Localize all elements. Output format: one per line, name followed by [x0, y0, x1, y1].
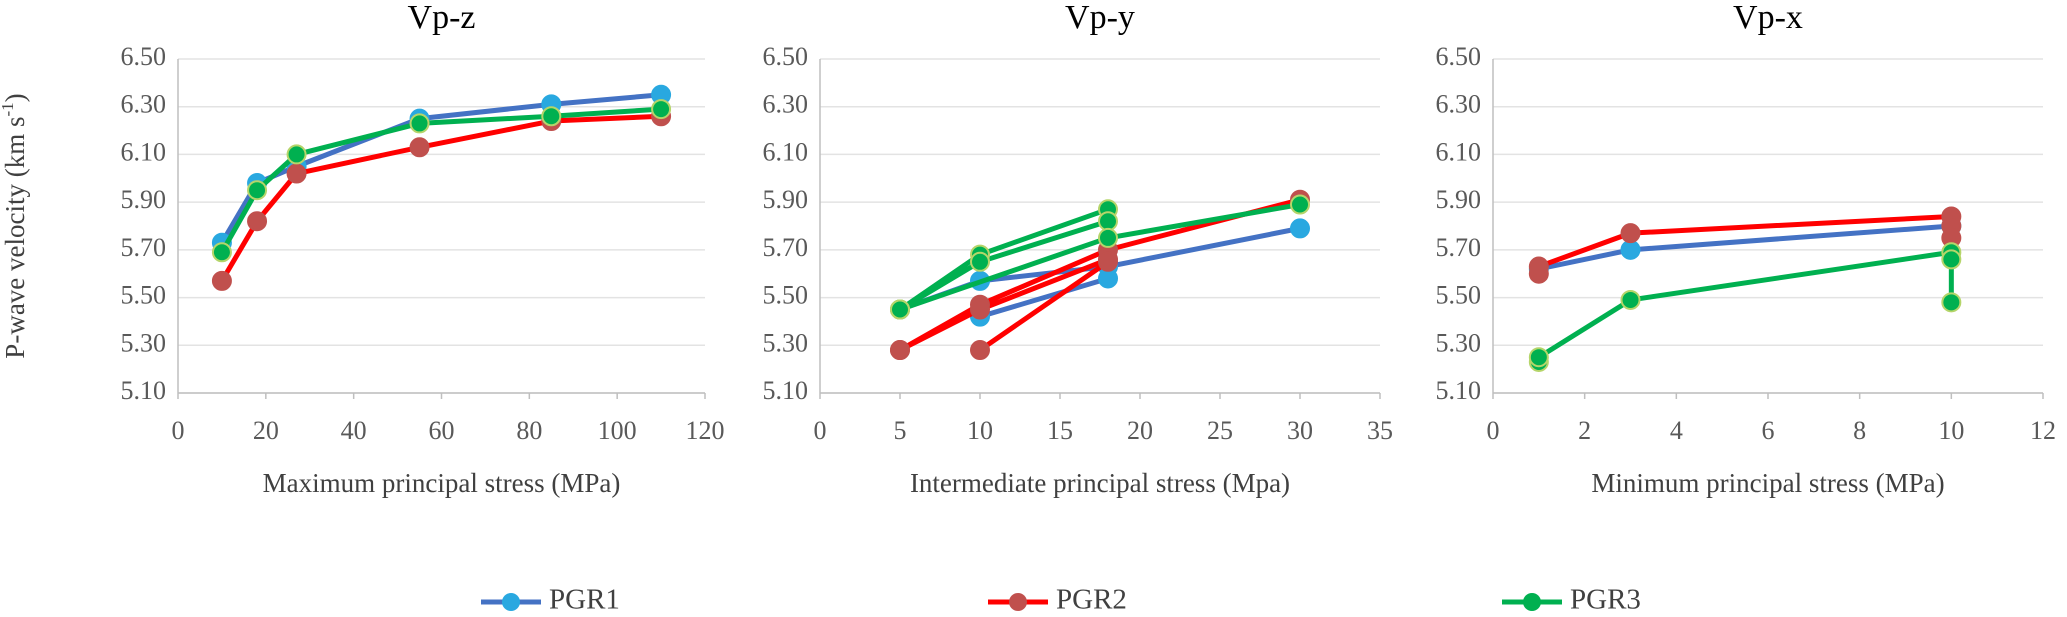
x-tick-label: 6 [1762, 416, 1775, 445]
data-point [247, 180, 268, 201]
legend-marker [1009, 593, 1027, 611]
y-tick-label: 5.90 [763, 185, 809, 214]
data-point [1941, 292, 1962, 313]
y-tick-label: 5.50 [763, 281, 809, 310]
y-tick-label: 5.50 [1436, 281, 1482, 310]
legend-text: PGR1 [549, 584, 620, 616]
y-tick-label: 5.50 [121, 281, 167, 310]
data-point [247, 211, 268, 232]
x-tick-label: 0 [814, 416, 827, 445]
x-tick-label: 0 [1487, 416, 1500, 445]
y-tick-label: 5.70 [121, 233, 167, 262]
y-tick-label: 5.30 [1436, 328, 1482, 357]
y-tick-label: 5.10 [1436, 376, 1482, 405]
legend-marker [1523, 593, 1541, 611]
data-point [211, 242, 232, 263]
y-tick-label: 5.30 [121, 328, 167, 357]
x-tick-label: 20 [253, 416, 279, 445]
data-point [651, 99, 672, 120]
y-tick-label: 6.30 [763, 90, 809, 119]
data-point [1098, 211, 1118, 232]
x-tick-label: 10 [967, 416, 993, 445]
x-tick-label: 80 [516, 416, 542, 445]
chart-title: Vp-x [1733, 0, 1803, 36]
y-axis-label: P-wave velocity (km s-1) [0, 93, 30, 358]
data-point [1620, 289, 1641, 310]
x-tick-label: 40 [341, 416, 367, 445]
x-tick-label: 25 [1207, 416, 1233, 445]
data-point [1528, 347, 1549, 368]
data-point [286, 163, 307, 184]
legend-text: PGR3 [1570, 584, 1641, 616]
y-tick-label: 6.50 [763, 42, 809, 71]
x-tick-label: 2 [1578, 416, 1591, 445]
data-point [286, 144, 307, 165]
x-tick-label: 0 [172, 416, 185, 445]
data-point [409, 137, 430, 158]
data-point [1098, 251, 1118, 272]
x-tick-label: 8 [1853, 416, 1866, 445]
chart-title: Vp-z [408, 0, 476, 36]
y-tick-label: 6.50 [1436, 42, 1482, 71]
x-tick-label: 100 [598, 416, 637, 445]
y-tick-label: 5.90 [121, 185, 167, 214]
data-point [1290, 194, 1310, 215]
x-tick-label: 20 [1127, 416, 1153, 445]
x-tick-label: 35 [1367, 416, 1393, 445]
data-point [970, 299, 990, 320]
x-axis-label: Intermediate principal stress (Mpa) [910, 468, 1290, 498]
y-tick-label: 6.30 [121, 90, 167, 119]
data-point [211, 270, 232, 291]
y-tick-label: 5.10 [121, 376, 167, 405]
data-point [1098, 227, 1118, 248]
x-tick-label: 120 [686, 416, 725, 445]
data-point [1941, 249, 1962, 270]
x-tick-label: 60 [429, 416, 455, 445]
x-tick-label: 30 [1287, 416, 1313, 445]
data-point [970, 340, 990, 361]
x-axis-label: Minimum principal stress (MPa) [1591, 468, 1944, 498]
y-tick-label: 6.10 [121, 137, 167, 166]
data-point [1290, 218, 1310, 239]
data-point [1098, 268, 1118, 289]
x-tick-label: 10 [1938, 416, 1964, 445]
x-tick-label: 4 [1670, 416, 1683, 445]
y-label-end: ) [0, 93, 30, 102]
legend-marker [502, 593, 520, 611]
y-tick-label: 5.70 [763, 233, 809, 262]
y-tick-label: 5.10 [763, 376, 809, 405]
data-point [409, 113, 430, 134]
y-tick-label: 5.70 [1436, 233, 1482, 262]
chart-title: Vp-y [1065, 0, 1135, 36]
x-axis-label: Maximum principal stress (MPa) [263, 468, 621, 498]
y-tick-label: 5.90 [1436, 185, 1482, 214]
y-tick-label: 6.10 [763, 137, 809, 166]
y-tick-label: 6.10 [1436, 137, 1482, 166]
y-tick-label: 6.30 [1436, 90, 1482, 119]
x-tick-label: 5 [894, 416, 907, 445]
series-line [219, 113, 664, 284]
x-tick-label: 15 [1047, 416, 1073, 445]
data-point [890, 299, 910, 320]
data-point [970, 251, 990, 272]
data-point [541, 106, 562, 127]
y-tick-label: 6.50 [121, 42, 167, 71]
x-tick-label: 12 [2030, 416, 2056, 445]
data-point [1528, 256, 1549, 277]
data-point [1620, 223, 1641, 244]
series-line [219, 106, 664, 255]
legend-text: PGR2 [1056, 584, 1127, 616]
series-line [1536, 213, 1954, 277]
data-point [890, 340, 910, 361]
data-point [1620, 239, 1641, 260]
y-tick-label: 5.30 [763, 328, 809, 357]
y-label-main: P-wave velocity (km s [0, 116, 30, 358]
y-label-sup: -1 [0, 102, 17, 116]
